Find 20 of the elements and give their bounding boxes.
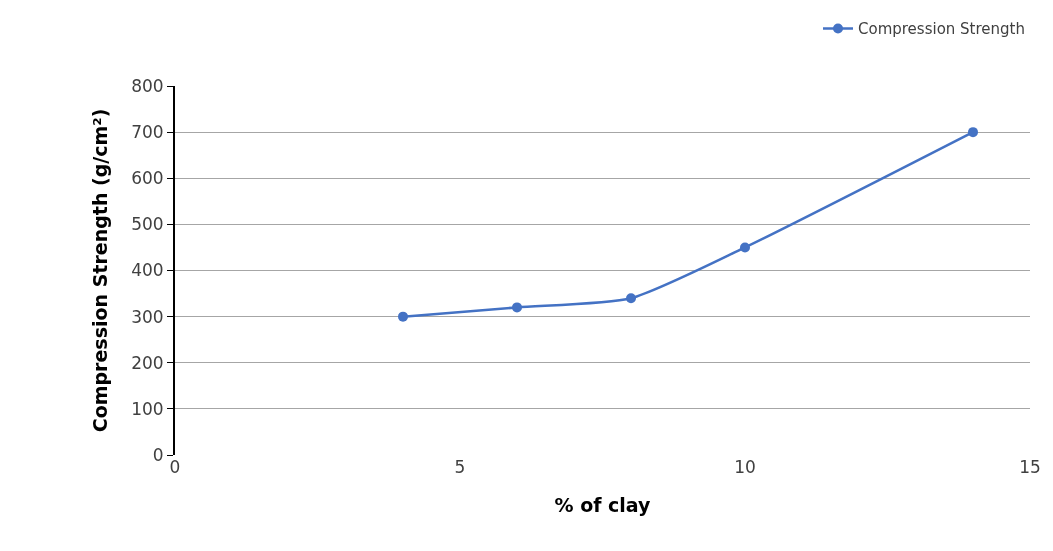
x-tick-label: 10 bbox=[734, 457, 756, 477]
x-tick-label: 5 bbox=[454, 457, 466, 477]
point bbox=[968, 127, 978, 138]
x-axis-title: % of clay bbox=[554, 493, 652, 516]
y-axis-title: Compression Strength (g/cm²) bbox=[89, 108, 112, 433]
y-tick-label: 600 bbox=[131, 168, 164, 189]
y-tick-label: 200 bbox=[131, 352, 164, 373]
point bbox=[740, 242, 750, 253]
point bbox=[512, 302, 522, 313]
legend-label: Compression Strength bbox=[858, 20, 1025, 39]
y-tick-label: 700 bbox=[131, 122, 164, 143]
y-tick-label: 300 bbox=[131, 306, 164, 327]
y-tick-label: 500 bbox=[131, 214, 164, 235]
y-tick-label: 400 bbox=[131, 260, 164, 281]
x-tick-label: 15 bbox=[1019, 457, 1041, 477]
point bbox=[398, 311, 408, 322]
x-tick-label: 0 bbox=[169, 457, 181, 477]
y-tick-label: 800 bbox=[131, 75, 164, 96]
point bbox=[626, 293, 636, 304]
y-tick-label: 100 bbox=[131, 398, 164, 419]
